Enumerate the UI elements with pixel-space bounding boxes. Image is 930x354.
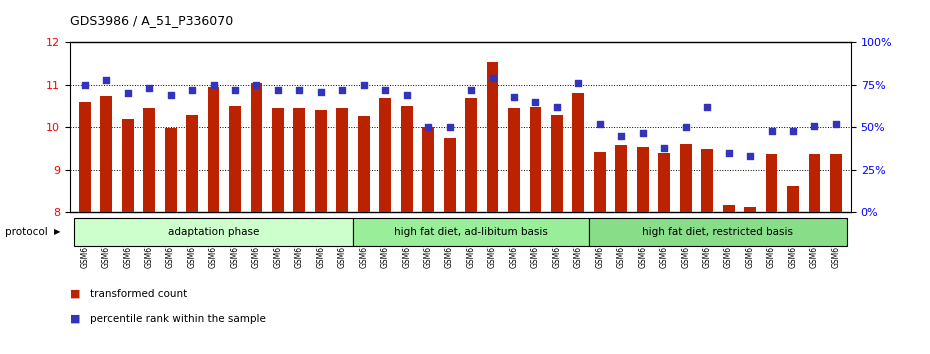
Bar — [723, 205, 735, 212]
Point — [141, 86, 156, 91]
Bar — [122, 119, 134, 212]
Point — [786, 128, 801, 134]
Text: transformed count: transformed count — [90, 289, 188, 299]
Point — [378, 87, 392, 93]
Point — [356, 82, 371, 88]
Text: adaptation phase: adaptation phase — [167, 227, 259, 237]
Bar — [465, 98, 477, 212]
Point — [442, 125, 457, 130]
Bar — [744, 207, 756, 212]
Point — [678, 125, 693, 130]
Point — [592, 121, 607, 127]
Point — [743, 154, 758, 159]
Point — [699, 104, 714, 110]
Bar — [143, 108, 155, 212]
Bar — [701, 149, 713, 212]
Point — [635, 130, 650, 135]
Text: ▶: ▶ — [54, 227, 60, 236]
Bar — [207, 87, 219, 212]
Point — [206, 82, 221, 88]
Bar — [294, 108, 305, 212]
Bar — [486, 62, 498, 212]
Point — [571, 80, 586, 86]
Bar — [229, 106, 241, 212]
Point — [249, 82, 264, 88]
Bar — [658, 153, 671, 212]
Point — [829, 121, 844, 127]
Bar — [401, 106, 413, 212]
Point — [550, 104, 565, 110]
Point — [764, 128, 779, 134]
Point — [464, 87, 479, 93]
Bar — [337, 108, 348, 212]
Text: high fat diet, ad-libitum basis: high fat diet, ad-libitum basis — [394, 227, 548, 237]
Point — [163, 92, 178, 98]
Bar — [379, 98, 392, 212]
Point — [807, 123, 822, 129]
Point — [185, 87, 200, 93]
Text: high fat diet, restricted basis: high fat diet, restricted basis — [643, 227, 793, 237]
Bar — [787, 186, 799, 212]
Text: protocol: protocol — [5, 227, 47, 237]
Point — [721, 150, 736, 156]
Text: percentile rank within the sample: percentile rank within the sample — [90, 314, 266, 324]
Bar — [79, 102, 90, 212]
Point — [271, 87, 286, 93]
Bar — [551, 115, 563, 212]
Point — [657, 145, 671, 151]
Bar — [315, 110, 326, 212]
Point — [335, 87, 350, 93]
Bar — [573, 93, 584, 212]
Point — [292, 87, 307, 93]
Point — [120, 91, 135, 96]
Point — [420, 125, 435, 130]
Point — [399, 92, 414, 98]
Point — [99, 77, 113, 83]
Bar — [100, 96, 113, 212]
FancyBboxPatch shape — [74, 217, 353, 246]
Text: GDS3986 / A_51_P336070: GDS3986 / A_51_P336070 — [70, 14, 233, 27]
Bar — [637, 147, 648, 212]
Point — [507, 94, 522, 100]
Bar — [508, 108, 520, 212]
Bar — [765, 154, 777, 212]
Bar — [808, 154, 820, 212]
FancyBboxPatch shape — [589, 217, 846, 246]
Bar — [250, 83, 262, 212]
FancyBboxPatch shape — [353, 217, 589, 246]
Point — [313, 89, 328, 95]
Bar — [358, 115, 369, 212]
Bar — [272, 108, 284, 212]
Point — [614, 133, 629, 139]
Point — [77, 82, 92, 88]
Text: ■: ■ — [70, 314, 80, 324]
Bar — [165, 128, 177, 212]
Point — [528, 99, 543, 105]
Bar — [444, 138, 456, 212]
Text: ■: ■ — [70, 289, 80, 299]
Bar — [680, 144, 692, 212]
Point — [485, 75, 500, 81]
Point — [228, 87, 243, 93]
Bar — [422, 127, 434, 212]
Bar — [186, 115, 198, 212]
Bar — [830, 154, 842, 212]
Bar — [616, 145, 627, 212]
Bar — [529, 107, 541, 212]
Bar — [594, 152, 605, 212]
